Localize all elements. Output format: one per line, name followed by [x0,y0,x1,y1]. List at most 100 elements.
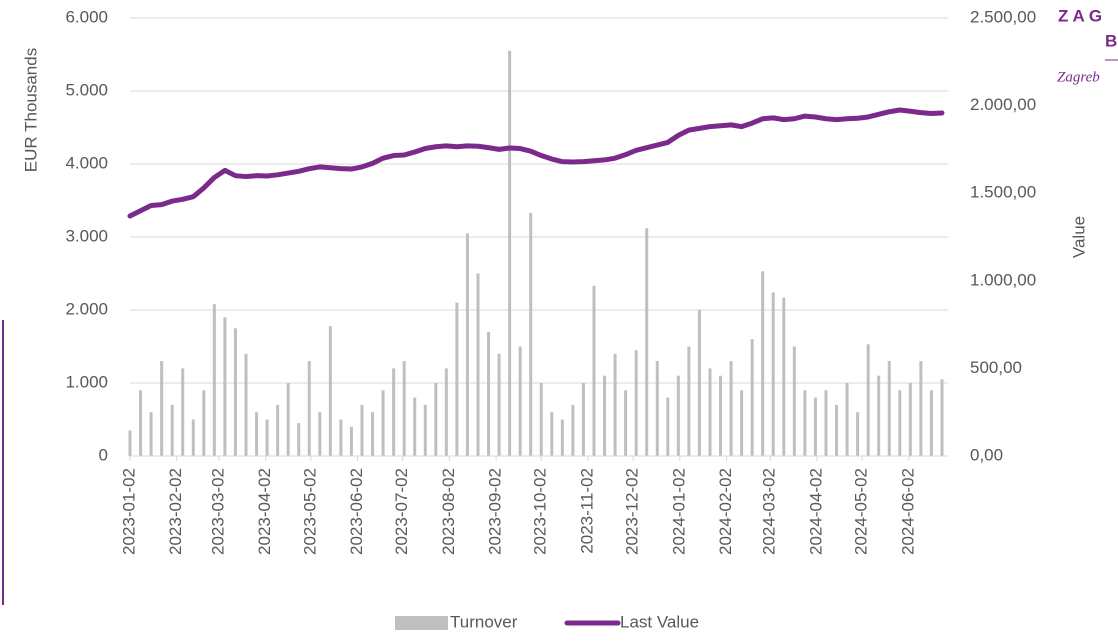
y-tick-label: 5.000 [65,80,108,99]
x-tick-label: 2023-11-02 [577,468,596,554]
y-axis-title: EUR Thousands [21,48,40,172]
bar [560,419,564,456]
bar [719,375,723,456]
bar [634,350,638,456]
bar [856,412,860,456]
bar [212,304,216,456]
y-tick-label: 4.000 [65,153,108,172]
bar [233,328,237,456]
bar [297,423,301,456]
bar [139,390,143,456]
line [127,107,945,219]
bar [423,404,427,456]
bar [455,302,459,456]
x-tick-label: 2023-04-02 [255,468,274,555]
legend-label: Turnover [450,612,518,631]
y-tick-label: 6.000 [65,7,108,26]
bar [824,390,828,456]
bar [255,412,259,456]
bar [149,412,153,456]
bar [550,412,554,456]
bar [244,353,248,456]
bar [866,344,870,456]
x-tick-label: 2023-05-02 [300,468,319,555]
bar [877,375,881,456]
bar [223,317,227,456]
legend-label: Last Value [620,612,699,631]
x-tick-label: 2023-02-02 [166,468,185,555]
bar [191,419,195,456]
bar [645,228,649,456]
bar [655,361,659,456]
bar [803,390,807,456]
bar [286,383,290,456]
bar [908,383,912,456]
bar [265,419,269,456]
x-tick-label: 2024-02-02 [716,468,735,555]
x-tick-label: 2023-12-02 [623,468,642,555]
bar [835,404,839,456]
bar [581,383,585,456]
y-tick-label: 1.000 [65,372,108,391]
bar [750,339,754,456]
x-tick-label: 2023-07-02 [392,468,411,555]
bar [128,430,132,456]
bar [708,368,712,456]
y2-tick-label: 0,00 [970,445,1003,464]
bar [349,426,353,456]
logo: B [1105,31,1117,50]
x-tick-label: 2024-06-02 [898,468,917,555]
bar [845,383,849,456]
y-tick-label: 2.000 [65,299,108,318]
legend-swatch [395,616,448,630]
bar [202,390,206,456]
bar [929,390,933,456]
y2-axis-title: Value [1069,216,1088,258]
x-tick-label: 2023-08-02 [439,468,458,555]
bar [170,404,174,456]
bar [487,331,491,456]
bar [276,404,280,456]
logo: Zagreb [1057,69,1100,85]
bar [392,368,396,456]
bar [371,412,375,456]
x-tick-label: 2023-01-02 [119,468,138,555]
bar [898,390,902,456]
bar [613,353,617,456]
logo: Z A G [1058,6,1102,25]
y2-tick-label: 500,00 [970,358,1022,377]
x-tick-label: 2024-04-02 [806,468,825,555]
bar [160,361,164,456]
bar [518,346,522,456]
x-tick-label: 2023-09-02 [486,468,505,555]
bar [181,368,185,456]
y2-tick-label: 2.500,00 [970,7,1036,26]
x-tick-label: 2024-05-02 [852,468,871,555]
bar [307,361,311,456]
bar [413,397,417,456]
x-tick-label: 2024-03-02 [760,468,779,555]
bar [434,383,438,456]
bar [539,383,543,456]
y2-tick-label: 2.000,00 [970,95,1036,114]
bar [740,390,744,456]
bar [666,397,670,456]
bar [729,361,733,456]
bar [761,271,765,456]
bar [813,397,817,456]
bar [339,419,343,456]
bar [782,297,786,456]
bar [360,404,364,456]
y2-tick-label: 1.500,00 [970,183,1036,202]
bar [771,292,775,456]
bar [792,346,796,456]
bar [592,285,596,456]
bar [687,346,691,456]
bar [318,412,322,456]
bar [624,390,628,456]
bar [697,310,701,456]
bar [676,375,680,456]
bar [919,361,923,456]
x-tick-label: 2023-10-02 [531,468,550,555]
